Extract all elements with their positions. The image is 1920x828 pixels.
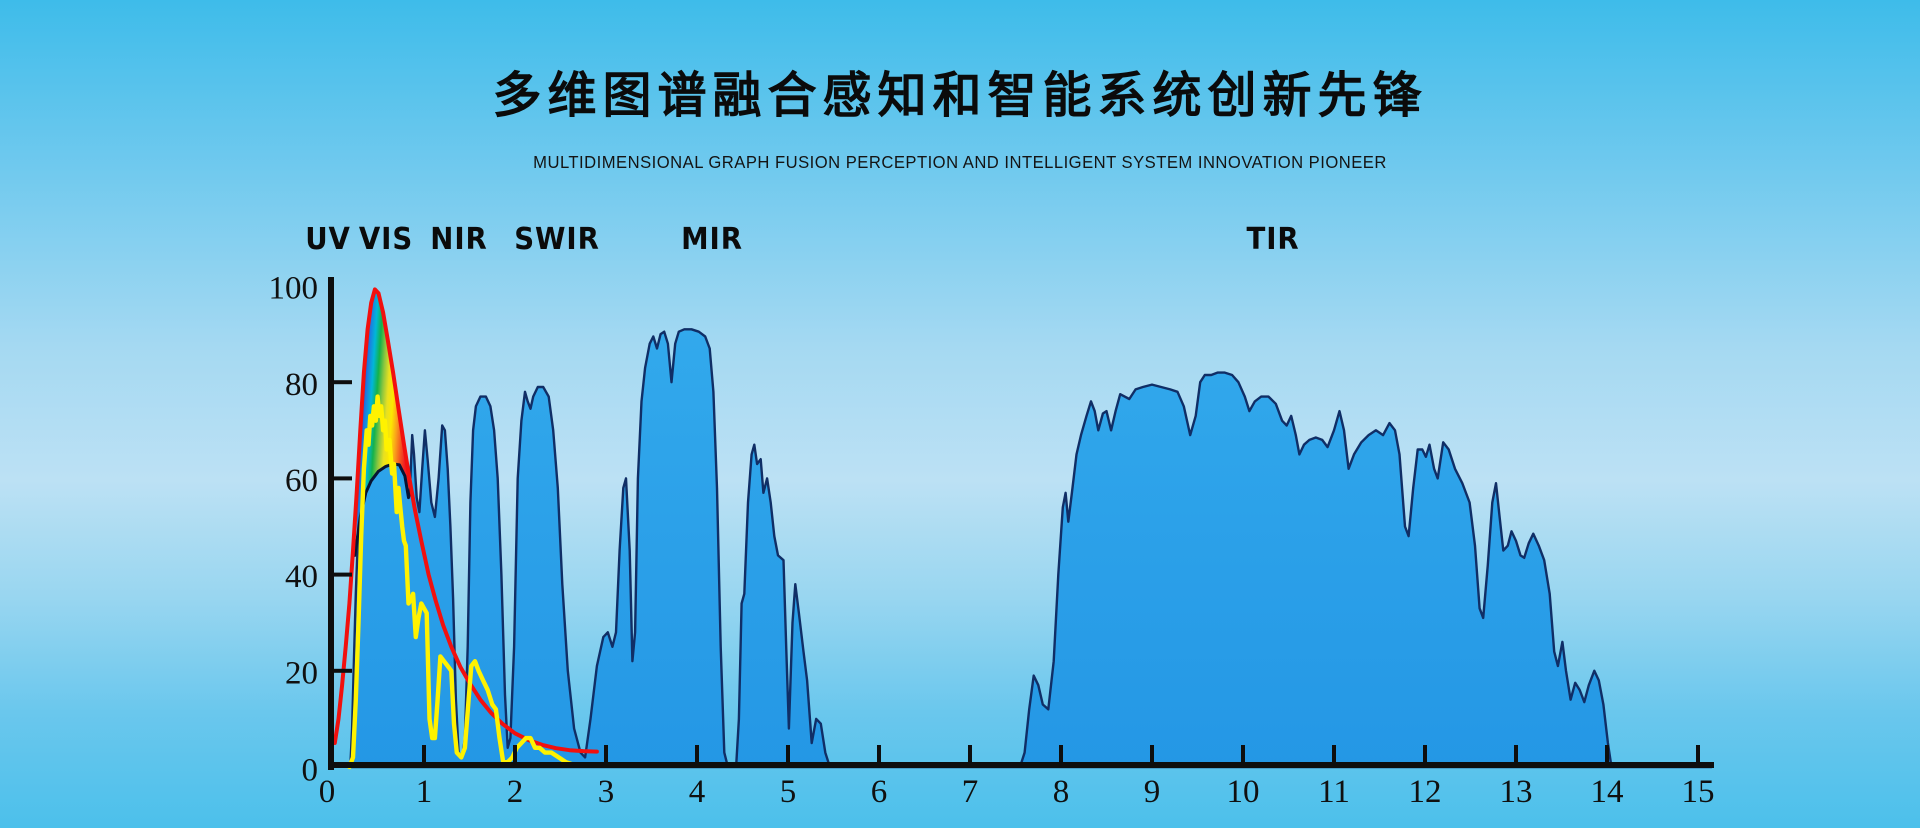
x-tick-1 bbox=[422, 745, 426, 764]
y-tick-label-80: 80 bbox=[285, 367, 318, 403]
y-tick-label-0: 0 bbox=[302, 753, 319, 789]
x-tick-10 bbox=[1241, 745, 1245, 764]
band-label-nir: NIR bbox=[429, 222, 488, 257]
x-tick-label-8: 8 bbox=[1053, 774, 1070, 810]
x-tick-label-10: 10 bbox=[1227, 774, 1260, 810]
x-tick-label-3: 3 bbox=[598, 774, 615, 810]
x-tick-6 bbox=[877, 745, 881, 764]
page-title: 多维图谱融合感知和智能系统创新先锋 bbox=[492, 69, 1428, 123]
band-label-uv: UV bbox=[305, 222, 352, 257]
x-tick-label-6: 6 bbox=[871, 774, 888, 810]
x-tick-13 bbox=[1514, 745, 1518, 764]
x-tick-14 bbox=[1605, 745, 1609, 764]
y-tick-20 bbox=[334, 668, 352, 673]
page-subtitle: MULTIDIMENSIONAL GRAPH FUSION PERCEPTION… bbox=[533, 152, 1387, 172]
y-tick-label-20: 20 bbox=[285, 655, 318, 691]
x-tick-2 bbox=[513, 745, 517, 764]
x-tick-4 bbox=[695, 745, 699, 764]
x-tick-5 bbox=[786, 745, 790, 764]
blackbody-curve bbox=[332, 287, 599, 754]
x-tick-7 bbox=[968, 745, 972, 764]
solar-spectrum-curve bbox=[347, 394, 576, 770]
x-tick-label-11: 11 bbox=[1318, 774, 1350, 810]
x-tick-label-5: 5 bbox=[780, 774, 797, 810]
x-tick-8 bbox=[1059, 745, 1063, 764]
x-axis bbox=[328, 762, 1714, 768]
x-tick-label-0: 0 bbox=[319, 774, 336, 810]
y-tick-60 bbox=[334, 476, 352, 481]
band-label-swir: SWIR bbox=[514, 222, 600, 257]
x-tick-label-12: 12 bbox=[1409, 774, 1442, 810]
x-tick-label-2: 2 bbox=[507, 774, 524, 810]
x-tick-label-9: 9 bbox=[1144, 774, 1161, 810]
x-tick-9 bbox=[1150, 745, 1154, 764]
y-axis bbox=[328, 277, 334, 770]
transmission-area bbox=[349, 328, 1713, 769]
x-tick-15 bbox=[1696, 745, 1700, 764]
band-label-vis: VIS bbox=[358, 222, 413, 257]
band-label-tir: TIR bbox=[1246, 222, 1300, 257]
x-tick-label-13: 13 bbox=[1500, 774, 1533, 810]
x-tick-label-4: 4 bbox=[689, 774, 706, 810]
x-tick-11 bbox=[1332, 745, 1336, 764]
y-tick-label-100: 100 bbox=[269, 271, 319, 307]
x-tick-label-14: 14 bbox=[1591, 774, 1624, 810]
x-tick-label-7: 7 bbox=[962, 774, 979, 810]
band-label-mir: MIR bbox=[680, 222, 743, 257]
x-tick-12 bbox=[1423, 745, 1427, 764]
y-tick-label-60: 60 bbox=[285, 463, 318, 499]
x-tick-label-15: 15 bbox=[1682, 774, 1715, 810]
y-tick-80 bbox=[334, 380, 352, 385]
x-tick-3 bbox=[604, 745, 608, 764]
y-tick-40 bbox=[334, 572, 352, 577]
x-tick-label-1: 1 bbox=[416, 774, 433, 810]
y-tick-label-40: 40 bbox=[285, 559, 318, 595]
